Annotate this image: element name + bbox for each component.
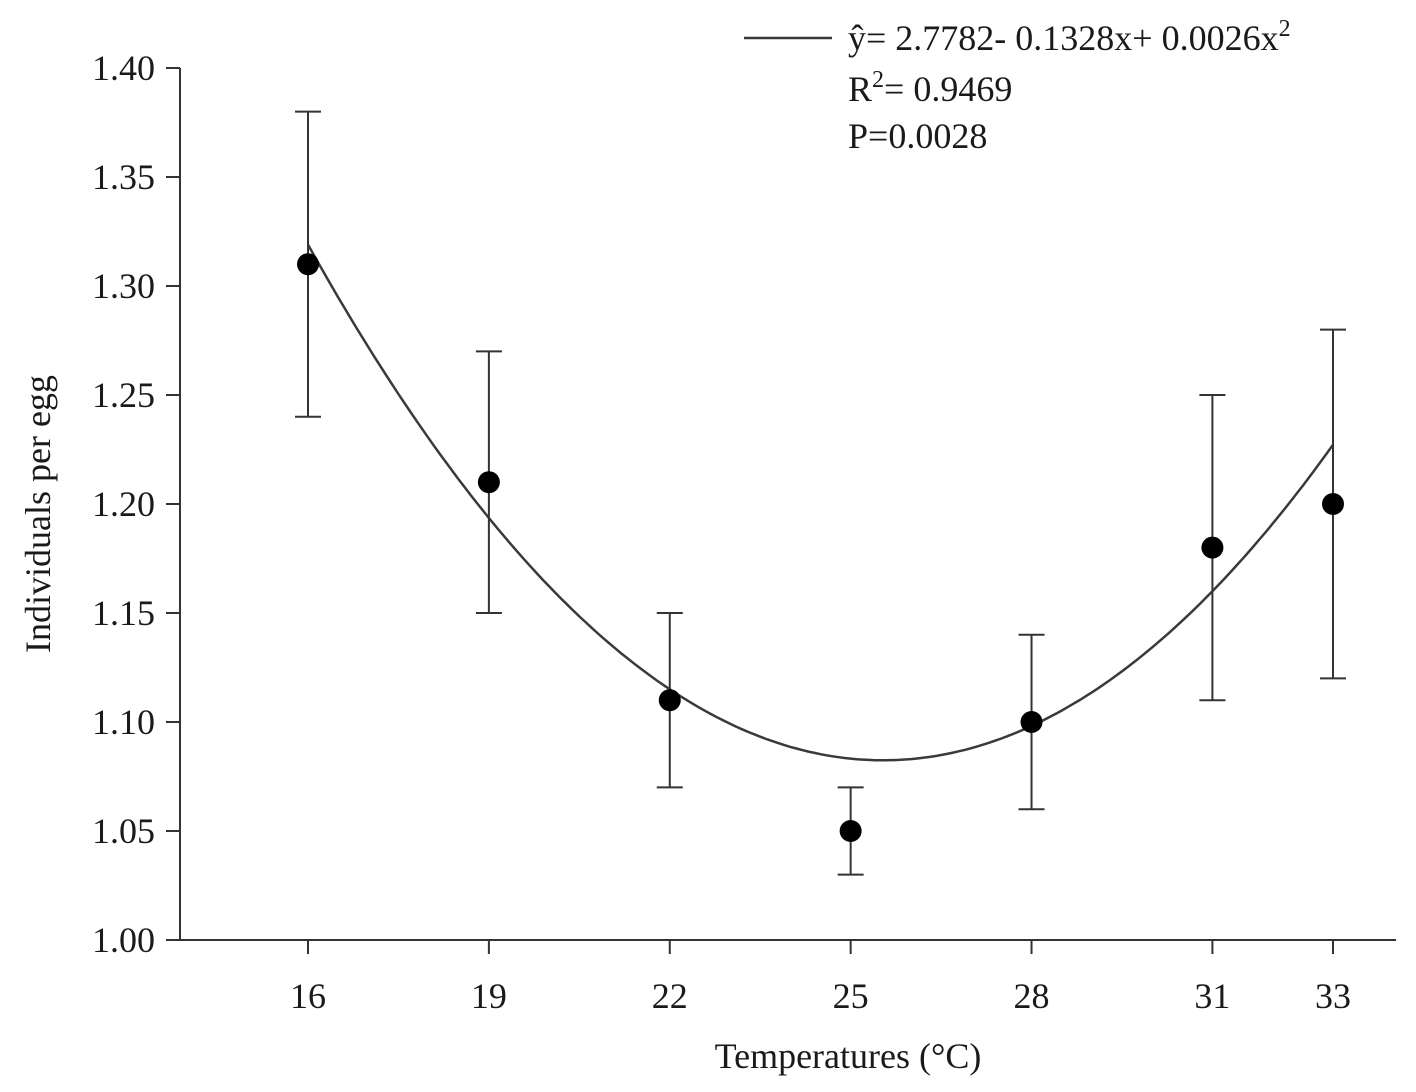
x-axis-label: Temperatures (°C)	[715, 1036, 982, 1076]
y-tick-label: 1.15	[92, 593, 155, 633]
y-tick-label: 1.40	[92, 48, 155, 88]
y-tick-label: 1.00	[92, 920, 155, 960]
x-tick-label: 16	[290, 976, 326, 1016]
x-tick-label: 19	[471, 976, 507, 1016]
data-point	[1201, 536, 1224, 559]
legend-r2-value: = 0.9469	[884, 69, 1012, 109]
x-tick-label: 31	[1194, 976, 1230, 1016]
data-points	[297, 253, 1344, 842]
data-point	[839, 820, 862, 842]
legend-equation: ŷ= 2.7782- 0.1328x+ 0.0026x2	[848, 16, 1291, 58]
legend-equation-text: ŷ= 2.7782- 0.1328x+ 0.0026x	[848, 18, 1279, 58]
error-bars	[295, 110, 1346, 876]
data-point	[477, 471, 500, 494]
data-point	[1020, 711, 1043, 733]
data-point	[297, 253, 319, 276]
legend-equation-exponent: 2	[1279, 16, 1291, 42]
y-axis-label: Individuals per egg	[18, 375, 58, 653]
y-tick-label: 1.35	[92, 157, 155, 197]
legend-r2: R2= 0.9469	[848, 67, 1012, 109]
legend-r2-exponent: 2	[872, 67, 884, 93]
y-ticks: 1.00 1.05 1.10 1.15 1.20 1.25 1.30 1.35 1.40	[92, 48, 180, 960]
x-tick-label: 22	[652, 976, 688, 1016]
x-tick-label: 28	[1014, 976, 1050, 1016]
y-tick-label: 1.05	[92, 811, 155, 851]
y-tick-label: 1.20	[92, 484, 155, 524]
data-point	[1321, 493, 1344, 515]
x-tick-label: 25	[833, 976, 869, 1016]
y-tick-label: 1.30	[92, 266, 155, 306]
x-tick-label: 33	[1315, 976, 1351, 1016]
legend-r2-prefix: R	[848, 69, 872, 109]
x-ticks: 16 19 22 25 28 31 33	[290, 940, 1351, 1016]
legend: ŷ= 2.7782- 0.1328x+ 0.0026x2 R2= 0.9469 …	[744, 16, 1291, 156]
data-point	[658, 689, 681, 712]
y-tick-label: 1.10	[92, 702, 155, 742]
fit-curve	[306, 243, 1335, 762]
axes	[179, 68, 1396, 941]
y-tick-label: 1.25	[92, 375, 155, 415]
legend-p-value: P=0.0028	[848, 116, 987, 156]
